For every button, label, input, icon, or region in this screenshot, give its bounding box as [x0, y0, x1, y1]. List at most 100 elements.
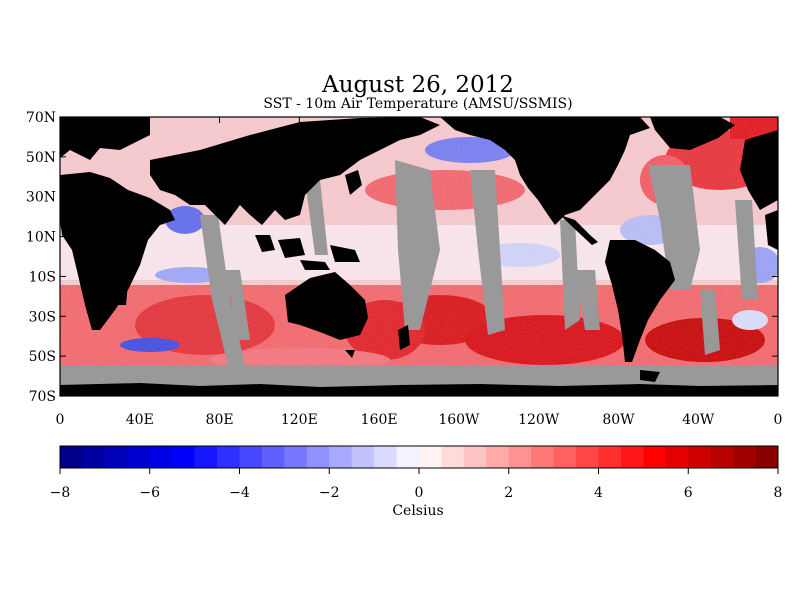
lon-label: 80E: [206, 412, 234, 428]
colorbar-bin: [60, 446, 83, 468]
colorbar-bin: [665, 446, 689, 468]
lat-label: 30N: [26, 190, 56, 206]
land-mass: [398, 325, 410, 350]
colorbar-bin: [463, 446, 487, 468]
lon-label: 0: [56, 412, 65, 428]
land-mass: [765, 210, 778, 250]
colorbar-bin: [104, 446, 128, 468]
lat-label: 30S: [29, 309, 56, 325]
colorbar-tick-label: −6: [139, 485, 160, 501]
land-mass: [60, 117, 150, 160]
colorbar-bin: [194, 446, 218, 468]
colorbar-tick-label: −2: [319, 485, 340, 501]
no-data-swath: [735, 200, 758, 300]
colorbar-bin: [396, 446, 420, 468]
lat-label: 70N: [26, 110, 56, 126]
land-mass: [150, 117, 440, 225]
no-data-swath: [560, 220, 580, 330]
longitude-labels: 0 40E 80E 120E 160E 160W 120W 80W 40W 0: [56, 412, 783, 428]
no-data-swath: [700, 290, 720, 355]
land-mass: [640, 370, 660, 382]
colorbar-bin: [755, 446, 779, 468]
land-mass: [300, 260, 330, 270]
lon-label: 40W: [682, 412, 715, 428]
colorbar-tick-label: 8: [774, 485, 783, 501]
lat-label: 10S: [29, 269, 56, 285]
colorbar-bin: [553, 446, 577, 468]
lon-label: 80W: [602, 412, 635, 428]
colorbar-bin: [284, 446, 308, 468]
land-mass: [345, 350, 355, 358]
land-mass: [650, 117, 735, 150]
colorbar-bin: [643, 446, 667, 468]
land-mass: [740, 130, 778, 210]
colorbar-bin: [127, 446, 151, 468]
land-mass: [440, 117, 650, 225]
land-mass: [60, 172, 175, 330]
map-title: August 26, 2012: [321, 72, 514, 98]
colorbar-bin: [172, 446, 196, 468]
colorbar-bin: [688, 446, 712, 468]
colorbar-tick-label: 2: [504, 485, 513, 501]
colorbar-bin: [351, 446, 375, 468]
colorbar-bin: [620, 446, 644, 468]
colorbar-bin: [441, 446, 465, 468]
colorbar-bin: [710, 446, 734, 468]
colorbar-bin: [508, 446, 532, 468]
map-subtitle: SST - 10m Air Temperature (AMSU/SSMIS): [263, 96, 572, 112]
colorbar-bin: [419, 446, 442, 468]
land-mass: [118, 282, 128, 305]
no-data-swath: [225, 270, 250, 340]
no-data-swath: [648, 165, 700, 290]
land-mass: [285, 272, 368, 340]
no-data-swath: [395, 160, 440, 330]
lon-label: 120E: [281, 412, 318, 428]
colorbar-bin: [733, 446, 757, 468]
lon-label: 120W: [518, 412, 560, 428]
no-data-swath: [200, 215, 245, 365]
lat-label: 50N: [26, 150, 56, 166]
lon-label: 160E: [361, 412, 398, 428]
land-mass: [278, 238, 305, 258]
colorbar: [59, 445, 779, 474]
lon-label: 0: [774, 412, 783, 428]
land-mass: [560, 215, 598, 245]
no-data-swath: [305, 180, 328, 255]
lon-label: 160W: [438, 412, 480, 428]
land-mass: [255, 235, 275, 252]
map-frame: [59, 116, 779, 397]
colorbar-tick-label: 6: [684, 485, 693, 501]
colorbar-bin: [329, 446, 353, 468]
colorbar-tick-label: −4: [229, 485, 250, 501]
sst-anomaly-map: [60, 117, 778, 396]
colorbar-bin: [576, 446, 599, 468]
lat-label: 70S: [29, 389, 56, 405]
no-data-swath: [470, 170, 505, 335]
colorbar-bin: [149, 446, 173, 468]
colorbar-bin: [217, 446, 240, 468]
map-border: [59, 116, 779, 397]
colorbar-bin: [82, 446, 106, 468]
lon-label: 40E: [126, 412, 154, 428]
land-mass: [600, 130, 615, 142]
colorbar-tick-label: 4: [594, 485, 603, 501]
latitude-labels: 70N 50N 30N 10N 10S 30S 50S 70S: [26, 110, 56, 405]
land-mass: [605, 240, 675, 362]
colorbar-bin: [239, 446, 263, 468]
colorbar-bin: [306, 446, 330, 468]
colorbar-bin: [486, 446, 510, 468]
land-mass: [60, 383, 778, 396]
colorbar-tick-label: −8: [50, 485, 71, 501]
colorbar-tick-labels: −8 −6 −4 −2 0 2 4 6 8: [50, 485, 783, 501]
colorbar-tick-label: 0: [415, 485, 424, 501]
land-masses: [60, 117, 778, 396]
no-data-swath: [575, 270, 600, 330]
land-mass: [330, 245, 360, 262]
lat-label: 10N: [26, 230, 56, 246]
land-mass: [345, 170, 362, 195]
colorbar-bin: [374, 446, 398, 468]
lat-label: 50S: [29, 349, 56, 365]
colorbar-unit-label: Celsius: [392, 503, 443, 519]
